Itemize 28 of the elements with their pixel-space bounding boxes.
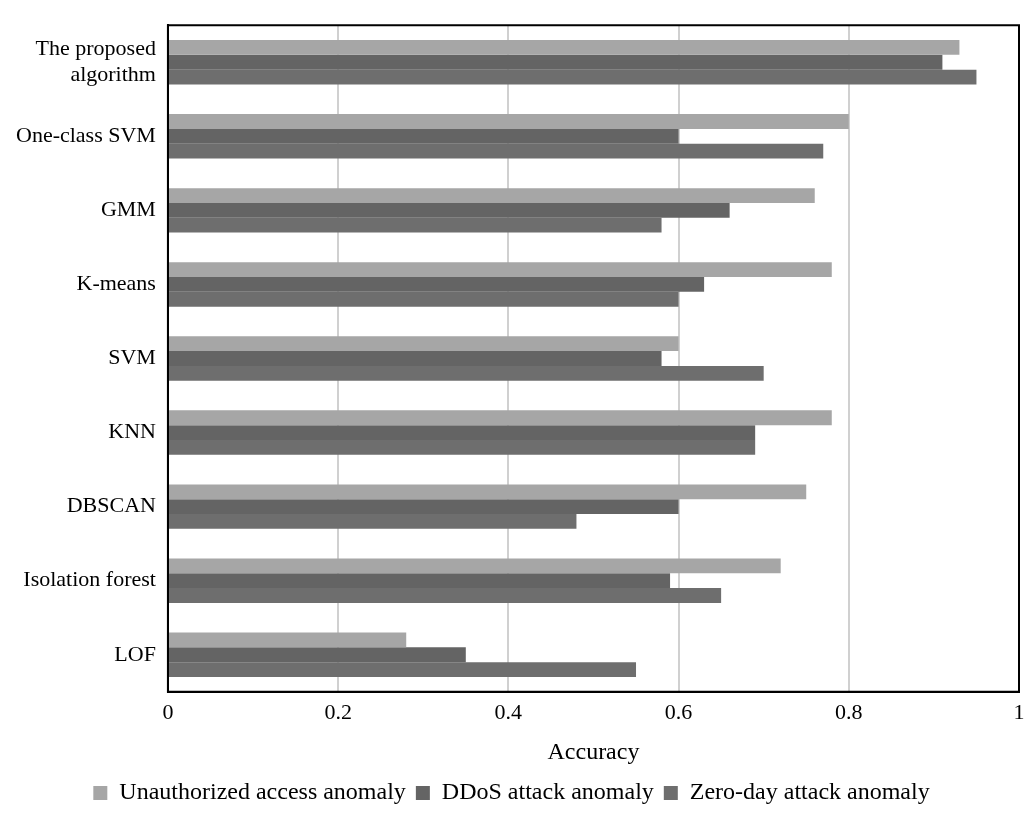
bar (168, 558, 781, 574)
y-tick-label: The proposed algorithm (35, 34, 156, 87)
x-tick-label: 0.4 (494, 698, 523, 724)
legend-label: Zero-day attack anomaly (689, 778, 930, 805)
x-tick-label: 0.8 (835, 698, 863, 724)
legend-label: Unauthorized access anomaly (119, 778, 406, 805)
y-tick-label: One-class SVM (15, 122, 156, 148)
x-tick-label: 0 (162, 698, 174, 724)
y-tick-label: KNN (108, 418, 157, 444)
x-tick-label: 1 (1013, 698, 1025, 724)
x-tick-label: 0.6 (664, 698, 693, 724)
x-axis-title: Accuracy (547, 737, 640, 764)
bar (168, 484, 807, 500)
bar (168, 262, 832, 278)
bar (168, 40, 960, 55)
y-tick-label: K-means (76, 270, 156, 296)
legend-label: DDoS attack anomaly (441, 778, 654, 805)
y-tick-label: Isolation forest (23, 566, 156, 592)
x-tick-label: 0.2 (324, 698, 352, 724)
bar (168, 188, 815, 203)
y-tick-label: LOF (114, 640, 156, 666)
bar (168, 114, 849, 129)
y-tick-label: GMM (100, 196, 156, 222)
y-tick-label: SVM (108, 344, 156, 370)
bar (168, 336, 679, 352)
bar (168, 632, 407, 648)
y-tick-label: DBSCAN (66, 492, 157, 518)
bar (168, 410, 832, 426)
